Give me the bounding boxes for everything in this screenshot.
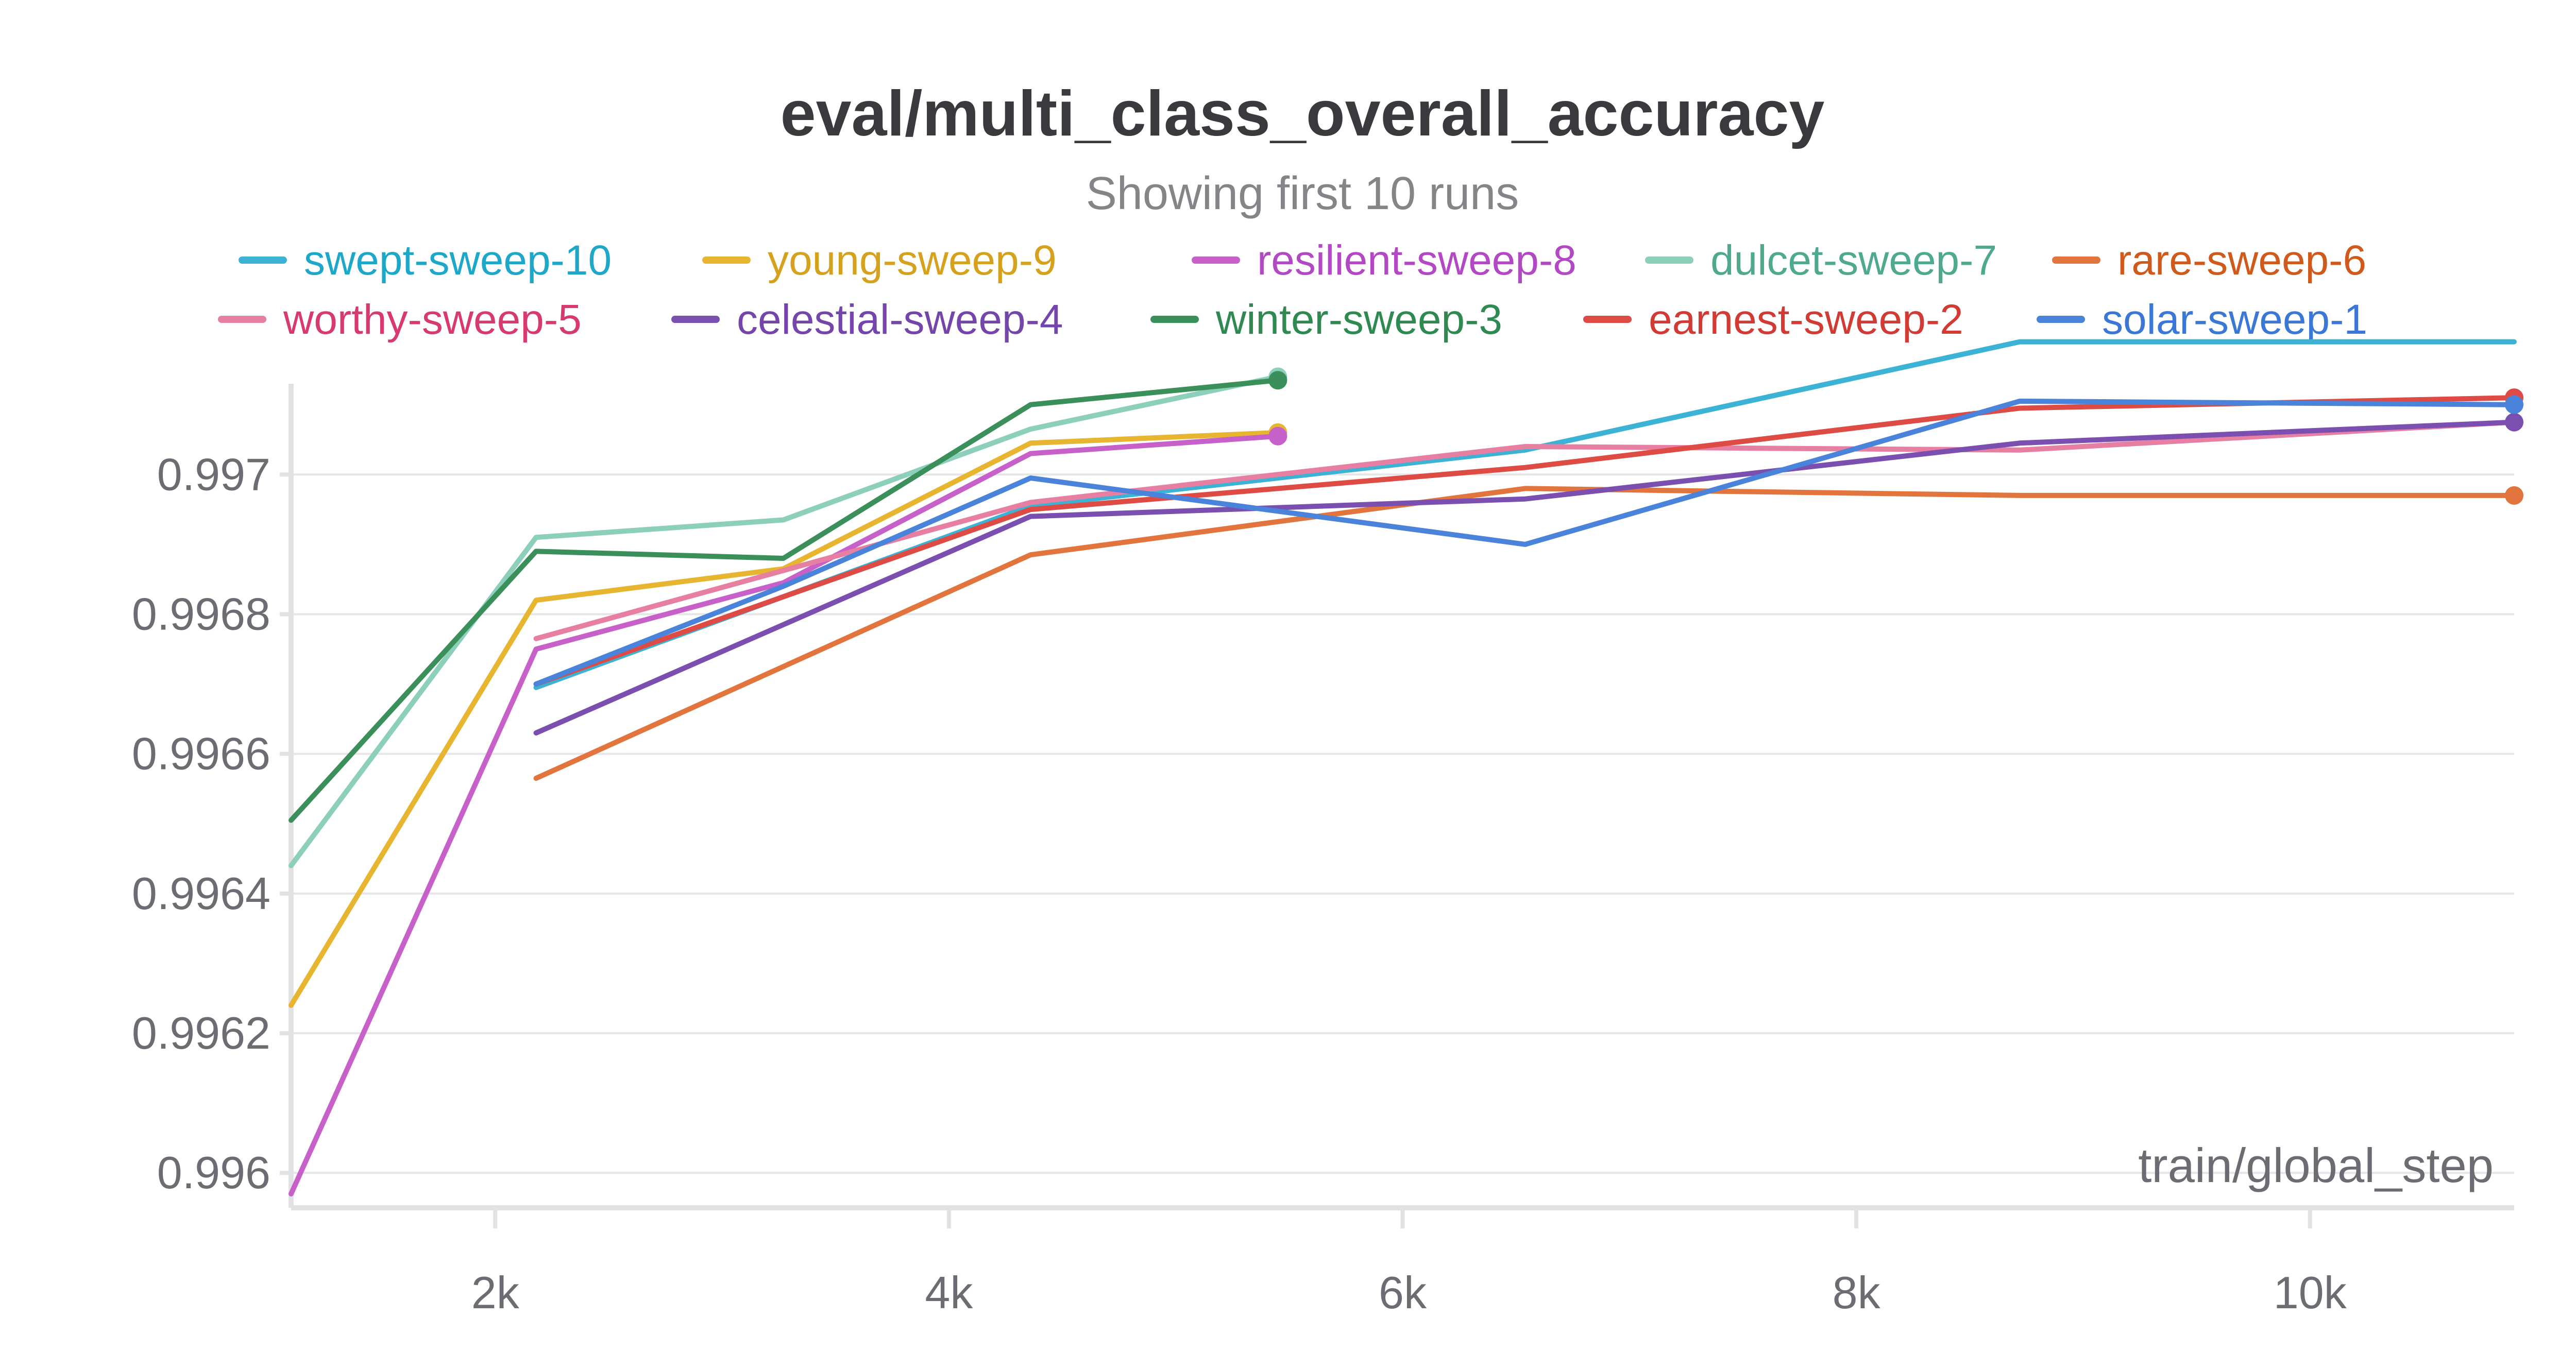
- chart-subtitle: Showing first 10 runs: [1086, 168, 1519, 219]
- axes: [280, 384, 2514, 1228]
- x-tick-label: 10k: [2274, 1267, 2347, 1318]
- series-end-marker-winter-sweep-3: [1268, 371, 1287, 390]
- legend-label-swept-sweep-10: swept-sweep-10: [304, 237, 612, 284]
- x-tick-label: 4k: [925, 1267, 973, 1318]
- y-tick-label: 0.996: [157, 1147, 270, 1198]
- y-tick-label: 0.9962: [132, 1007, 270, 1058]
- series-end-marker-rare-sweep-6: [2505, 486, 2523, 505]
- legend-label-rare-sweep-6: rare-sweep-6: [2117, 237, 2366, 284]
- legend-label-young-sweep-9: young-sweep-9: [768, 237, 1057, 284]
- legend-label-earnest-sweep-2: earnest-sweep-2: [1649, 296, 1963, 343]
- legend-label-solar-sweep-1: solar-sweep-1: [2102, 296, 2367, 343]
- series-line-rare-sweep-6: [533, 486, 2517, 781]
- x-tick-label: 2k: [471, 1267, 520, 1318]
- legend-label-dulcet-sweep-7: dulcet-sweep-7: [1710, 237, 1997, 284]
- x-tick-label: 8k: [1833, 1267, 1881, 1318]
- legend-label-resilient-sweep-8: resilient-sweep-8: [1257, 237, 1577, 284]
- grid-lines: [291, 473, 2514, 1174]
- legend-label-winter-sweep-3: winter-sweep-3: [1215, 296, 1502, 343]
- x-axis-title: train/global_step: [2138, 1138, 2494, 1192]
- series-line-solar-sweep-1: [533, 398, 2517, 687]
- legend: swept-sweep-10 young-sweep-9 resilient-swe…: [218, 237, 2367, 343]
- series-end-marker-resilient-sweep-8: [1268, 426, 1287, 446]
- legend-label-worthy-sweep-5: worthy-sweep-5: [283, 296, 582, 343]
- series-line-resilient-sweep-8: [289, 433, 1281, 1196]
- series-line-celestial-sweep-4: [533, 419, 2517, 736]
- y-tick-label: 0.9968: [132, 588, 270, 639]
- y-tick-label: 0.997: [157, 449, 270, 500]
- series-line-swept-sweep-10: [533, 339, 2517, 690]
- y-tick-label: 0.9966: [132, 728, 270, 779]
- series-end-marker-solar-sweep-1: [2505, 395, 2523, 414]
- series-line-winter-sweep-3: [289, 378, 1281, 823]
- chart-title: eval/multi_class_overall_accuracy: [780, 78, 1825, 149]
- legend-label-celestial-sweep-4: celestial-sweep-4: [737, 296, 1063, 343]
- tick-labels: 0.996 0.9962 0.9964 0.9966 0.9968 0.997 2k 4k 6k…: [132, 449, 2347, 1318]
- series-layer: [289, 339, 2523, 1196]
- x-tick-label: 6k: [1379, 1267, 1427, 1318]
- y-tick-label: 0.9964: [132, 868, 270, 919]
- series-end-marker-celestial-sweep-4: [2505, 413, 2523, 432]
- series-line-dulcet-sweep-7: [289, 374, 1281, 868]
